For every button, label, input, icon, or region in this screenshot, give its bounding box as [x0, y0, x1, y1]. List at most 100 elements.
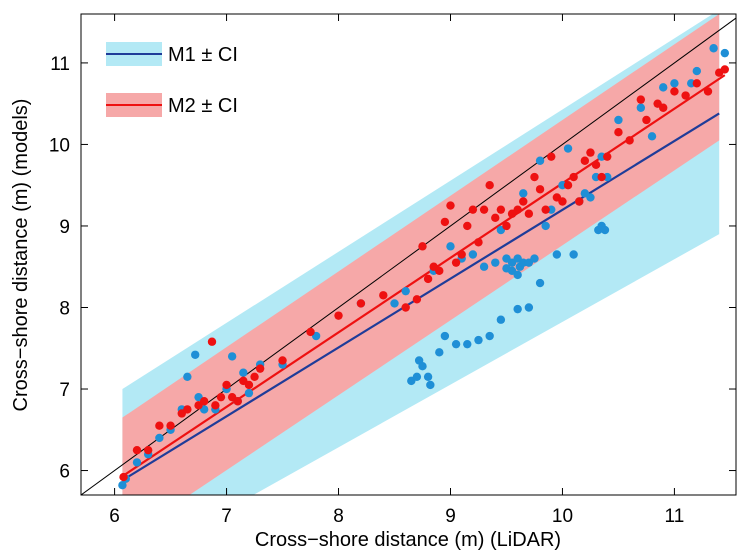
y-axis-label: Cross−shore distance (m) (models): [10, 99, 32, 412]
point-series-1: [479, 262, 489, 271]
point-series-2: [155, 421, 164, 430]
fit-line-series-2: [121, 74, 726, 478]
point-series-1: [426, 380, 435, 390]
point-series-1: [418, 361, 427, 371]
point-series-1: [463, 339, 472, 349]
point-series-1: [524, 303, 534, 312]
point-series-1: [569, 250, 578, 259]
point-series-1: [670, 79, 679, 88]
y-tick-label: 8: [59, 298, 70, 319]
point-series-2: [183, 405, 192, 414]
point-series-2: [119, 472, 128, 482]
point-series-2: [435, 266, 444, 276]
legend-label-m2: M2 ± CI: [168, 95, 238, 117]
point-series-1: [535, 156, 545, 165]
y-tick-label: 10: [49, 135, 70, 156]
point-series-2: [418, 242, 427, 251]
point-series-2: [166, 421, 175, 430]
point-series-1: [390, 299, 399, 308]
point-series-1: [468, 250, 478, 259]
point-series-2: [591, 160, 601, 170]
point-series-2: [597, 172, 606, 182]
ci-band-series-2: [122, 14, 720, 495]
point-series-2: [132, 445, 142, 455]
point-series-1: [519, 189, 528, 198]
point-series-2: [563, 181, 573, 190]
point-series-2: [642, 115, 651, 125]
point-series-2: [670, 87, 679, 96]
point-series-1: [451, 339, 461, 349]
point-series-2: [541, 205, 550, 214]
x-tick-label: 11: [665, 506, 685, 527]
point-series-1: [401, 286, 410, 296]
point-series-2: [569, 172, 578, 182]
point-series-2: [535, 185, 545, 194]
point-series-2: [524, 209, 534, 218]
point-series-1: [485, 331, 494, 341]
point-series-1: [423, 372, 433, 381]
point-series-2: [446, 201, 455, 210]
point-series-1: [474, 335, 483, 345]
point-series-2: [636, 95, 646, 104]
point-series-2: [379, 291, 388, 300]
point-series-1: [239, 368, 248, 377]
point-series-2: [207, 337, 217, 346]
point-series-2: [143, 445, 153, 455]
point-series-2: [530, 172, 539, 182]
legend: M1 ± CI M2 ± CI: [106, 42, 238, 117]
point-series-2: [614, 128, 623, 137]
point-series-2: [703, 87, 713, 96]
point-series-2: [575, 197, 584, 206]
point-series-1: [155, 433, 164, 443]
point-series-1: [647, 132, 657, 141]
point-series-1: [191, 350, 200, 359]
point-series-2: [211, 401, 220, 410]
point-series-1: [491, 258, 500, 267]
point-series-2: [440, 217, 450, 227]
point-series-1: [586, 193, 595, 202]
point-series-2: [278, 356, 287, 365]
point-series-2: [412, 295, 422, 304]
point-series-2: [463, 221, 472, 231]
point-series-1: [446, 242, 455, 251]
point-series-1: [496, 315, 506, 324]
point-series-2: [479, 205, 489, 214]
point-series-2: [603, 152, 612, 161]
point-series-1: [132, 458, 142, 467]
point-series-2: [216, 392, 226, 402]
point-series-2: [558, 197, 567, 206]
point-series-1: [552, 250, 562, 259]
point-series-2: [250, 372, 259, 381]
point-series-2: [457, 250, 466, 259]
x-tick-label: 10: [552, 506, 573, 527]
point-series-2: [625, 136, 634, 145]
point-series-2: [720, 65, 730, 74]
y-tick-label: 6: [59, 462, 70, 483]
point-series-2: [244, 380, 254, 390]
point-series-2: [513, 205, 522, 214]
point-series-1: [530, 254, 539, 263]
point-series-2: [356, 299, 366, 308]
point-series-2: [306, 327, 315, 337]
point-series-2: [547, 152, 556, 161]
point-series-1: [563, 144, 573, 153]
point-series-2: [496, 205, 506, 214]
x-tick-label: 6: [109, 506, 120, 527]
point-series-2: [485, 181, 494, 190]
point-series-1: [244, 388, 254, 398]
point-series-1: [692, 66, 702, 76]
point-series-2: [233, 397, 242, 406]
x-tick-label: 9: [445, 506, 456, 527]
point-series-2: [255, 364, 265, 373]
point-series-2: [401, 303, 410, 312]
point-series-2: [586, 148, 595, 157]
point-series-2: [580, 156, 590, 165]
x-tick-label: 8: [333, 506, 344, 527]
point-series-2: [692, 79, 702, 88]
point-series-2: [474, 238, 483, 247]
point-series-2: [423, 274, 433, 284]
x-tick-label: 7: [221, 506, 232, 527]
x-axis-label: Cross−shore distance (m) (LiDAR): [255, 529, 561, 551]
point-series-1: [412, 372, 422, 381]
